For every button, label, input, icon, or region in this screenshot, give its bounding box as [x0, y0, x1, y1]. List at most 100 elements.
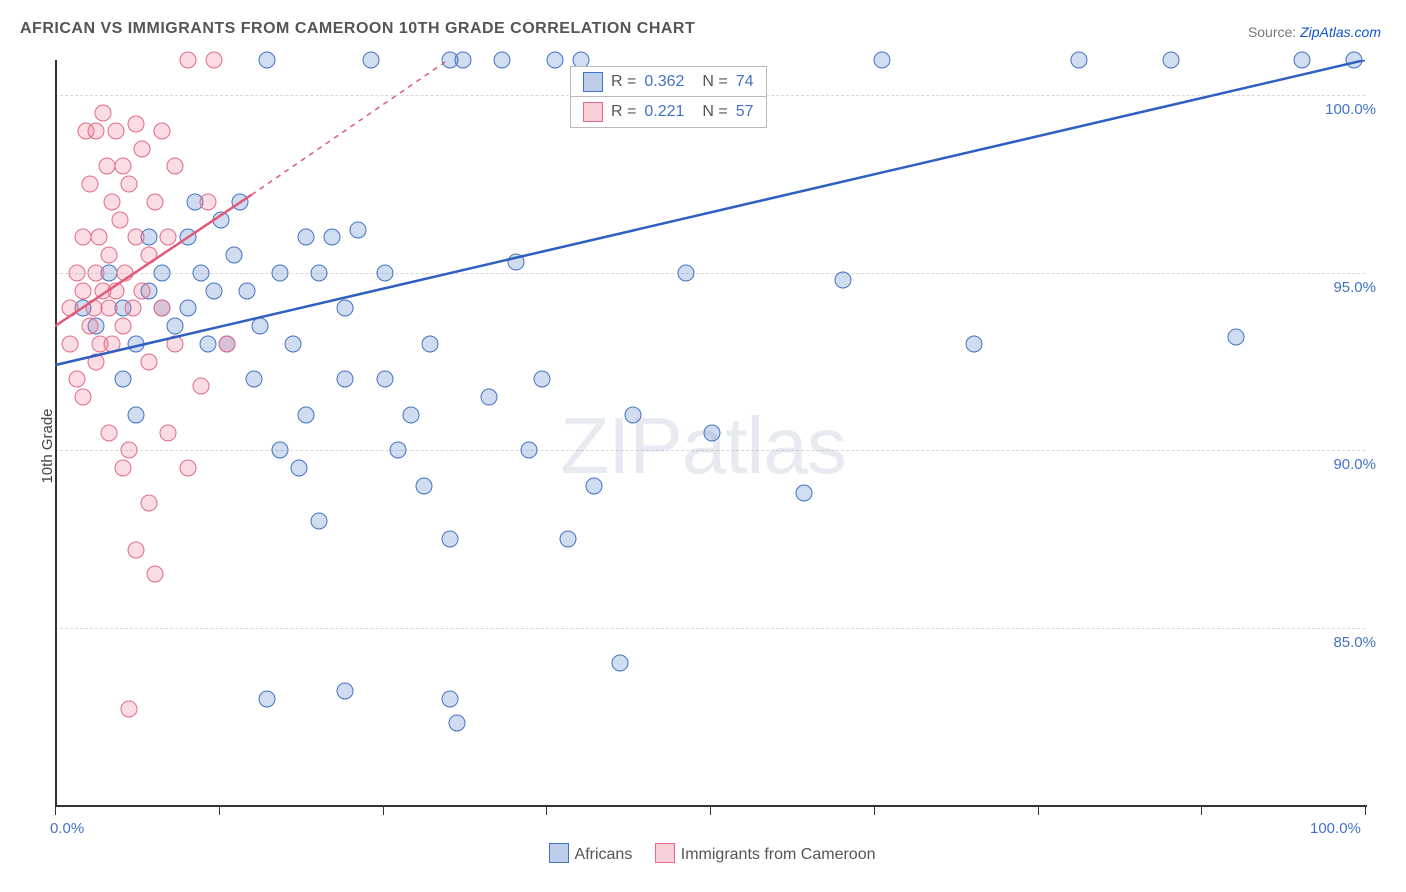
scatter-point [88, 353, 105, 370]
legend-swatch-blue [549, 843, 569, 863]
scatter-point [166, 318, 183, 335]
scatter-point [85, 300, 102, 317]
scatter-point [180, 229, 197, 246]
scatter-point [101, 247, 118, 264]
scatter-point [422, 335, 439, 352]
scatter-point [134, 140, 151, 157]
scatter-point [127, 335, 144, 352]
scatter-point [350, 222, 367, 239]
scatter-point [134, 282, 151, 299]
scatter-point [111, 211, 128, 228]
n-label: N = [702, 73, 727, 91]
scatter-point [88, 264, 105, 281]
x-tick-label: 100.0% [1310, 820, 1361, 837]
scatter-point [206, 282, 223, 299]
scatter-point [389, 442, 406, 459]
scatter-point [180, 52, 197, 69]
x-tick [383, 805, 384, 815]
scatter-point [212, 211, 229, 228]
correlation-row: R =0.362N =74 [570, 66, 767, 98]
scatter-point [193, 378, 210, 395]
scatter-point [114, 459, 131, 476]
scatter-point [337, 300, 354, 317]
scatter-point [494, 52, 511, 69]
scatter-point [114, 371, 131, 388]
scatter-point [363, 52, 380, 69]
scatter-point [121, 442, 138, 459]
scatter-point [284, 335, 301, 352]
scatter-point [88, 122, 105, 139]
scatter-point [677, 264, 694, 281]
scatter-point [1070, 52, 1087, 69]
n-value: 74 [736, 73, 754, 91]
scatter-point [81, 176, 98, 193]
n-value: 57 [736, 103, 754, 121]
scatter-point [75, 229, 92, 246]
scatter-point [98, 158, 115, 175]
scatter-point [252, 318, 269, 335]
scatter-point [612, 655, 629, 672]
scatter-point [271, 442, 288, 459]
scatter-point [140, 247, 157, 264]
scatter-point [1345, 52, 1362, 69]
r-value: 0.362 [644, 73, 684, 91]
scatter-point [107, 122, 124, 139]
x-tick [55, 805, 56, 815]
scatter-point [520, 442, 537, 459]
scatter-point [625, 406, 642, 423]
plot-area [55, 60, 1367, 807]
scatter-point [206, 52, 223, 69]
x-tick [710, 805, 711, 815]
scatter-point [121, 176, 138, 193]
scatter-point [415, 477, 432, 494]
scatter-point [68, 264, 85, 281]
scatter-point [559, 530, 576, 547]
legend-label-1: Africans [575, 846, 633, 863]
scatter-point [442, 530, 459, 547]
scatter-point [448, 715, 465, 732]
scatter-point [75, 282, 92, 299]
scatter-point [147, 566, 164, 583]
scatter-point [258, 52, 275, 69]
scatter-point [140, 353, 157, 370]
x-tick [874, 805, 875, 815]
scatter-point [62, 300, 79, 317]
n-label: N = [702, 103, 727, 121]
legend-swatch [583, 72, 603, 92]
scatter-point [297, 406, 314, 423]
r-label: R = [611, 103, 636, 121]
scatter-point [127, 115, 144, 132]
scatter-point [402, 406, 419, 423]
scatter-point [245, 371, 262, 388]
scatter-point [199, 335, 216, 352]
x-tick [1038, 805, 1039, 815]
scatter-point [68, 371, 85, 388]
x-tick [1365, 805, 1366, 815]
scatter-point [481, 389, 498, 406]
scatter-point [166, 158, 183, 175]
scatter-point [238, 282, 255, 299]
source-link[interactable]: ZipAtlas.com [1300, 24, 1381, 40]
x-tick-label: 0.0% [50, 820, 84, 837]
scatter-point [127, 541, 144, 558]
y-axis-label: 10th Grade [39, 408, 56, 483]
scatter-point [104, 335, 121, 352]
scatter-point [232, 193, 249, 210]
scatter-point [1293, 52, 1310, 69]
x-tick [219, 805, 220, 815]
scatter-point [104, 193, 121, 210]
scatter-point [337, 371, 354, 388]
scatter-point [455, 52, 472, 69]
scatter-point [62, 335, 79, 352]
chart-title: AFRICAN VS IMMIGRANTS FROM CAMEROON 10TH… [20, 20, 695, 38]
scatter-point [795, 484, 812, 501]
scatter-point [704, 424, 721, 441]
scatter-point [533, 371, 550, 388]
scatter-point [874, 52, 891, 69]
scatter-point [107, 282, 124, 299]
r-value: 0.221 [644, 103, 684, 121]
scatter-point [94, 105, 111, 122]
scatter-point [258, 690, 275, 707]
x-tick [546, 805, 547, 815]
x-tick [1201, 805, 1202, 815]
